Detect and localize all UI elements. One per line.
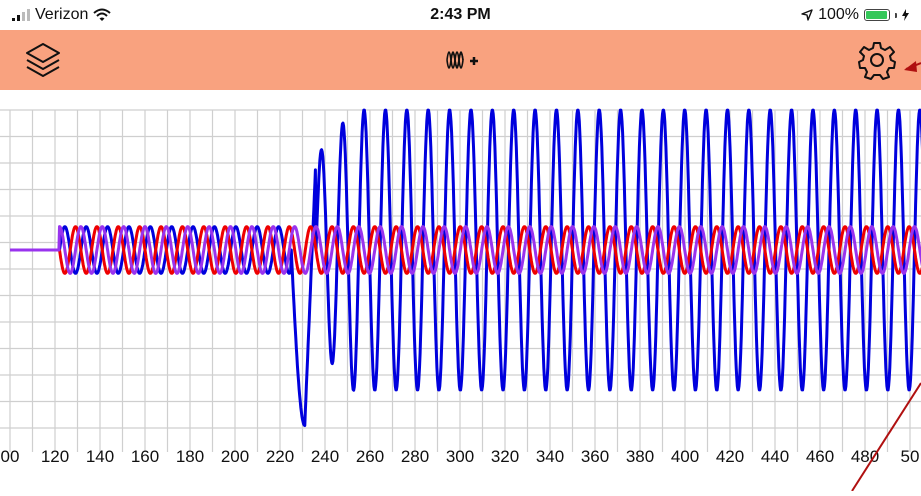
wifi-icon — [93, 8, 112, 21]
x-tick-label: 220 — [266, 447, 294, 466]
waveform-chart[interactable]: 00 120 140 160 180 200 220 240 260 280 300 320 340 36… — [0, 90, 921, 491]
x-tick-label: 120 — [41, 447, 69, 466]
x-tick-label: 00 — [1, 447, 20, 466]
location-arrow-icon — [801, 9, 813, 21]
waveform-plus-icon — [446, 51, 478, 69]
x-tick-label: 200 — [221, 447, 249, 466]
x-tick-label: 50 — [901, 447, 920, 466]
x-tick-label: 240 — [311, 447, 339, 466]
battery-percent: 100% — [818, 6, 859, 23]
layers-button[interactable] — [18, 30, 68, 90]
status-bar: Verizon 2:43 PM 100% — [0, 0, 921, 30]
toolbar — [0, 30, 921, 90]
battery-cap — [895, 12, 897, 18]
x-tick-label: 160 — [131, 447, 159, 466]
x-tick-label: 300 — [446, 447, 474, 466]
x-tick-label: 380 — [626, 447, 654, 466]
x-tick-label: 180 — [176, 447, 204, 466]
cellular-signal-icon — [12, 9, 30, 21]
series-line-0 — [9, 108, 921, 427]
status-left: Verizon — [12, 6, 112, 24]
series-line-2 — [9, 225, 921, 275]
x-tick-label: 400 — [671, 447, 699, 466]
x-tick-label: 140 — [86, 447, 114, 466]
charging-bolt-icon — [902, 9, 909, 21]
add-wave-button[interactable] — [436, 30, 496, 90]
battery-icon — [864, 9, 890, 21]
status-time: 2:43 PM — [430, 6, 491, 23]
x-tick-label: 280 — [401, 447, 429, 466]
layers-icon — [26, 43, 60, 77]
x-tick-label: 480 — [851, 447, 879, 466]
status-right: 100% — [801, 6, 909, 24]
x-tick-label: 420 — [716, 447, 744, 466]
x-tick-label: 320 — [491, 447, 519, 466]
x-tick-label: 360 — [581, 447, 609, 466]
series-line-1 — [9, 225, 921, 275]
x-tick-label: 340 — [536, 447, 564, 466]
x-tick-label: 260 — [356, 447, 384, 466]
carrier-label: Verizon — [35, 6, 89, 23]
chart-svg: 00 120 140 160 180 200 220 240 260 280 300 320 340 36… — [0, 108, 921, 466]
gear-icon — [858, 42, 896, 80]
x-tick-label: 440 — [761, 447, 789, 466]
x-tick-label: 460 — [806, 447, 834, 466]
settings-button[interactable] — [852, 30, 902, 90]
